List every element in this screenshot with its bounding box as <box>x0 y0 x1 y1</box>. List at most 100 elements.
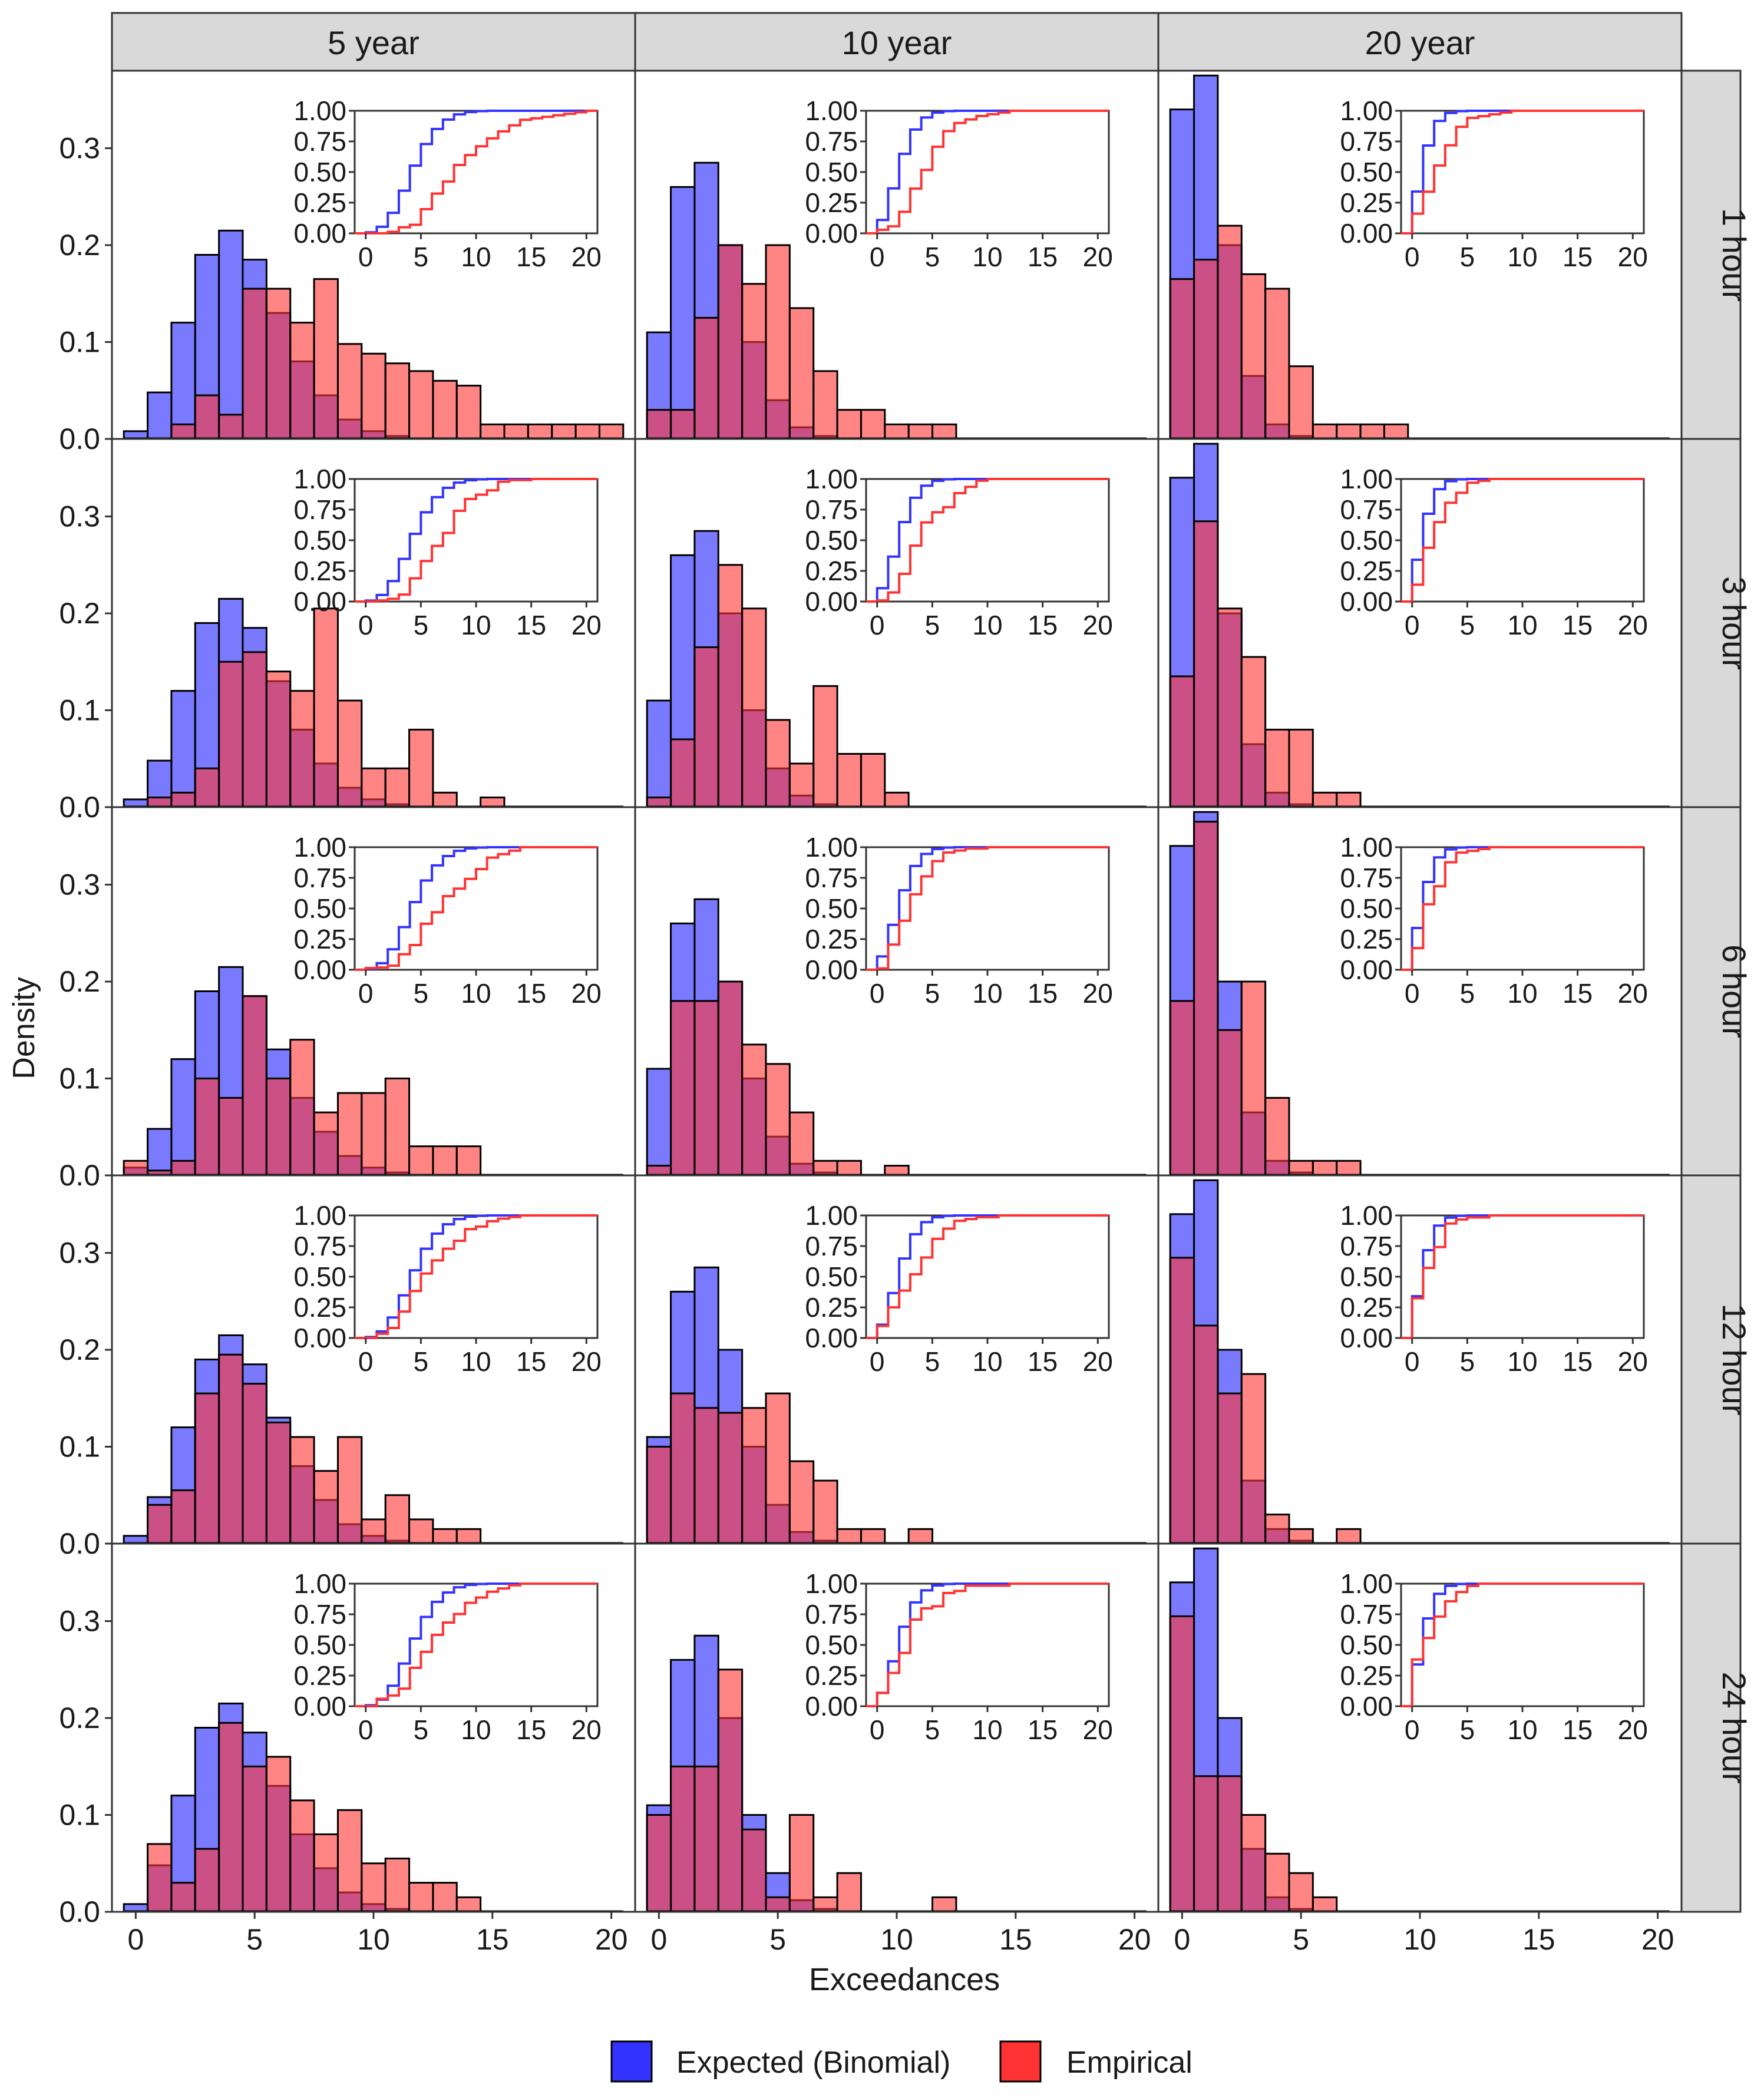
inset-frame <box>1400 110 1645 234</box>
inset-y-tick-label: 0.00 <box>805 218 858 249</box>
empirical-bar <box>788 1460 815 1545</box>
empirical-bar <box>1336 791 1362 808</box>
inset-y-tick-label: 0.25 <box>805 924 858 954</box>
column-strip-label: 5 year <box>328 24 419 61</box>
inset-empirical-line <box>355 1214 597 1339</box>
inset-x-tick-label: 15 <box>516 610 546 640</box>
empirical-bar <box>860 409 886 440</box>
empirical-bar <box>289 322 315 440</box>
inset-x-tick-label: 20 <box>1083 610 1113 640</box>
empirical-bar <box>788 1814 815 1913</box>
empirical-bar <box>194 767 220 808</box>
inset-x-tick-label: 20 <box>1618 610 1648 640</box>
empirical-bar <box>1169 1000 1195 1177</box>
y-tick-label: 0.2 <box>59 1333 100 1366</box>
empirical-bar <box>788 762 815 808</box>
inset-frame <box>354 110 599 234</box>
inset-y-tick-label: 0.25 <box>1340 556 1393 586</box>
expected-bar <box>170 690 196 808</box>
inset-y-tick-label: 0.25 <box>1340 187 1393 218</box>
inset-y-tick-label: 1.00 <box>1340 464 1393 494</box>
empirical-bar <box>336 1436 363 1545</box>
y-tick-label: 0.2 <box>59 965 100 998</box>
inset-y-tick-label: 1.00 <box>805 1568 858 1599</box>
panel: 0.000.250.500.751.00 0 5 10 15 20 <box>1157 1542 1683 1913</box>
inset-y-tick-label: 1.00 <box>293 832 346 863</box>
y-tick-label: 0.0 <box>59 1159 100 1192</box>
empirical-bar <box>1336 1159 1362 1177</box>
inset-x-tick-label: 0 <box>1405 1714 1420 1745</box>
empirical-bar <box>884 791 910 808</box>
panel: 0.000.250.500.751.00 0 5 10 15 20 <box>1157 438 1683 808</box>
empirical-bar <box>717 244 744 440</box>
inset-x-tick-label: 10 <box>972 610 1002 640</box>
empirical-bar <box>670 1765 696 1913</box>
column-strip-label: 20 year <box>1365 24 1475 61</box>
inset-y-tick-label: 0.25 <box>805 1660 858 1691</box>
inset-x-tick-label: 15 <box>516 1714 546 1745</box>
inset-y-tick-label: 0.00 <box>805 1691 858 1722</box>
empirical-bar <box>432 1145 458 1177</box>
empirical-bar <box>361 352 387 440</box>
inset-y-tick-label: 0.75 <box>805 1231 858 1261</box>
inset-y-tick-label: 1.00 <box>1340 832 1393 863</box>
y-tick-label: 0.0 <box>59 1895 100 1928</box>
panel: 0.000.250.500.751.00 0 5 10 15 20 <box>111 70 636 440</box>
expected-bar <box>170 322 196 440</box>
empirical-bar <box>194 394 220 440</box>
inset-y-tick-label: 1.00 <box>1340 1568 1393 1599</box>
empirical-bar <box>242 995 267 1177</box>
empirical-bar <box>455 1145 482 1177</box>
inset-frame <box>865 478 1110 603</box>
expected-bar <box>170 1058 196 1177</box>
empirical-bar <box>123 1159 149 1177</box>
inset-x-tick-label: 15 <box>1563 1714 1593 1745</box>
inset-y-tick-label: 1.00 <box>805 832 858 863</box>
row-strip-label: 6 hour <box>1716 944 1753 1038</box>
empirical-bar <box>1288 1528 1314 1545</box>
inset-cdf: 0.000.250.500.751.00 0 5 10 15 20 <box>1340 832 1647 1009</box>
empirical-bar <box>646 1446 672 1545</box>
empirical-bar <box>432 1882 458 1913</box>
inset-y-tick-label: 1.00 <box>805 464 858 494</box>
empirical-bar <box>289 1799 315 1913</box>
x-tick-label: 15 <box>999 1923 1032 1956</box>
panel: 0.000.250.500.751.00 0 5 10 15 20 <box>1157 806 1683 1177</box>
inset-y-tick-label: 0.25 <box>1340 1660 1393 1691</box>
empirical-bar <box>336 699 363 808</box>
inset-frame <box>865 110 1110 234</box>
y-tick-label: 0.1 <box>59 694 100 727</box>
legend-swatch-empirical <box>999 2040 1042 2083</box>
y-tick-label: 0.3 <box>59 868 100 901</box>
inset-x-tick-label: 20 <box>1083 1346 1113 1377</box>
empirical-bar <box>717 1412 744 1545</box>
empirical-bar <box>717 564 744 808</box>
x-tick-label: 0 <box>127 1923 144 1956</box>
empirical-bar <box>598 423 625 440</box>
inset-cdf: 0.000.250.500.751.00 0 5 10 15 20 <box>805 1200 1112 1377</box>
inset-x-tick-label: 20 <box>572 610 602 640</box>
empirical-bar <box>1193 821 1219 1177</box>
empirical-bar <box>384 1078 411 1177</box>
empirical-bar <box>1217 1029 1243 1177</box>
inset-y-tick-label: 1.00 <box>293 1568 346 1599</box>
inset-y-tick-label: 0.50 <box>1340 1630 1393 1660</box>
empirical-bar <box>693 646 719 808</box>
inset-y-tick-label: 1.00 <box>1340 95 1393 126</box>
empirical-bar <box>1240 1373 1267 1545</box>
empirical-bar <box>836 409 862 440</box>
inset-y-tick-label: 0.00 <box>805 954 858 985</box>
x-tick-label: 10 <box>880 1923 913 1956</box>
inset-x-tick-label: 15 <box>516 242 546 272</box>
inset-cdf: 0.000.250.500.751.00 0 5 10 15 20 <box>805 1568 1112 1745</box>
inset-y-tick-label: 0.00 <box>1340 1691 1393 1722</box>
empirical-bar <box>574 423 600 440</box>
inset-y-tick-label: 0.00 <box>1340 954 1393 985</box>
inset-frame <box>354 846 599 971</box>
inset-x-tick-label: 0 <box>358 1714 374 1745</box>
panel: 0.000.250.500.751.00 0 5 10 15 20 <box>634 70 1160 440</box>
empirical-bar <box>765 1392 791 1545</box>
inset-frame <box>1400 1214 1645 1339</box>
inset-y-tick-label: 0.00 <box>805 1323 858 1353</box>
